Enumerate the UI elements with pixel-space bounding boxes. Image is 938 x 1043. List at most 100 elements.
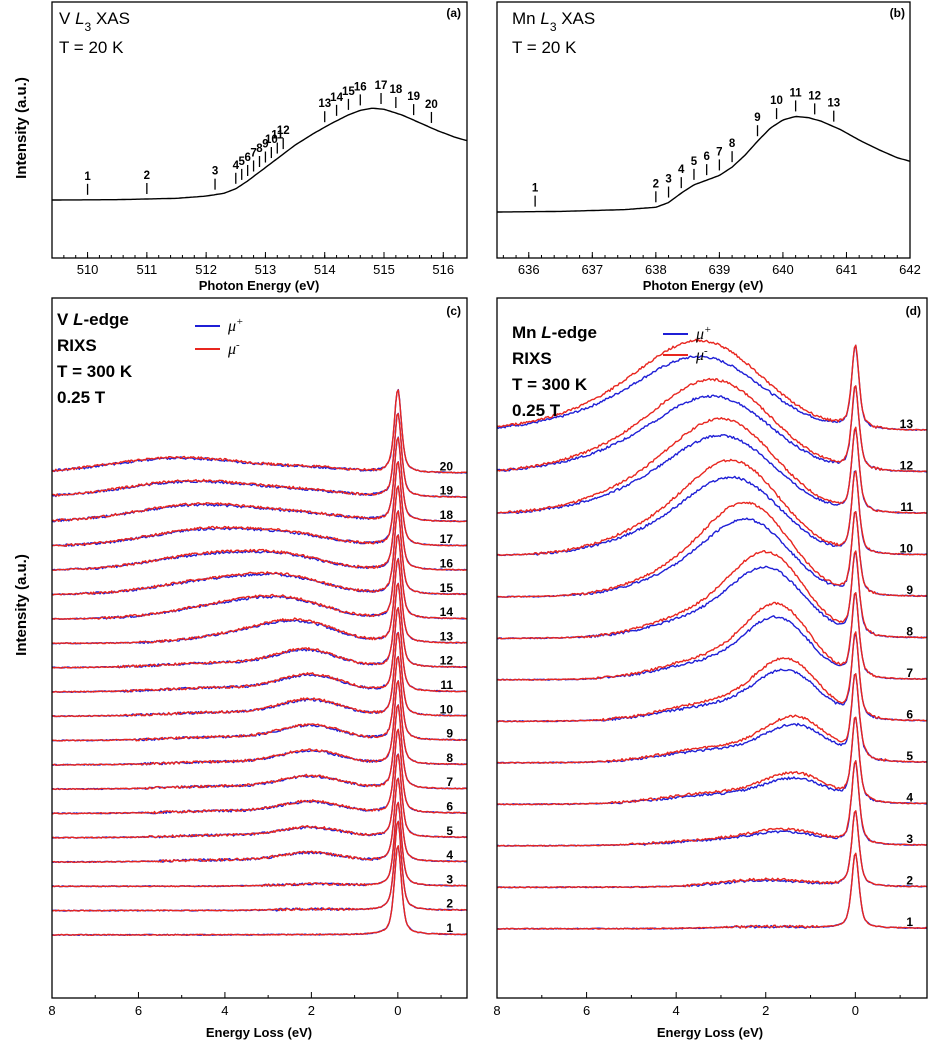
energy-marker-label-16: 16	[354, 81, 367, 93]
spectrum-8-mu-minus	[496, 550, 928, 640]
spectrum-16-mu-minus	[51, 485, 468, 571]
x-tick-label: 513	[255, 262, 277, 277]
spectrum-13-mu-minus	[51, 558, 468, 645]
energy-marker-label-11: 11	[790, 87, 803, 99]
panel-d-title: Mn L-edge	[512, 323, 597, 342]
spectrum-label-5: 5	[906, 749, 913, 763]
panel-d-temperature: T = 300 K	[512, 375, 588, 394]
panel-c-field: 0.25 T	[57, 388, 106, 407]
panel-a-xlabel: Photon Energy (eV)	[199, 278, 320, 293]
spectrum-5-mu-minus	[496, 673, 928, 764]
x-tick-label: 514	[314, 262, 336, 277]
spectrum-20-mu-minus	[51, 389, 468, 474]
x-tick-label: 636	[518, 262, 540, 277]
spectrum-label-5: 5	[446, 824, 453, 838]
spectrum-label-4: 4	[446, 848, 453, 862]
spectrum-label-1: 1	[906, 915, 913, 929]
legend-mu-minus-label: μ-	[695, 345, 708, 364]
panel-d-legend: μ+ μ-	[663, 324, 711, 364]
spectrum-label-11: 11	[900, 500, 913, 514]
spectrum-14-mu-minus	[51, 534, 468, 620]
spectrum-1-mu-minus	[496, 852, 928, 930]
energy-marker-label-1: 1	[84, 171, 91, 183]
spectrum-4-mu-minus	[51, 777, 468, 864]
x-tick-label: 638	[645, 262, 667, 277]
x-tick-label: 640	[772, 262, 794, 277]
x-tick-label: 510	[77, 262, 99, 277]
legend-mu-minus-label: μ-	[227, 339, 240, 358]
spectrum-7-mu-minus	[51, 704, 468, 791]
spectrum-label-9: 9	[906, 583, 913, 597]
energy-marker-label-8: 8	[256, 143, 263, 155]
panel-c-temperature: T = 300 K	[57, 362, 133, 381]
x-tick-label: 6	[583, 1003, 590, 1018]
panel-d-xlabel: Energy Loss (eV)	[657, 1025, 763, 1040]
spectrum-label-11: 11	[440, 678, 453, 692]
spectrum-2-mu-minus	[496, 810, 928, 889]
energy-marker-label-6: 6	[244, 152, 250, 164]
spectrum-label-3: 3	[446, 872, 453, 886]
energy-marker-label-2: 2	[144, 170, 150, 182]
spectrum-label-4: 4	[906, 791, 913, 805]
x-tick-label: 511	[136, 262, 157, 277]
energy-marker-label-18: 18	[389, 84, 402, 96]
energy-marker-label-4: 4	[233, 160, 240, 172]
energy-marker-label-7: 7	[716, 146, 722, 158]
spectrum-label-14: 14	[440, 605, 454, 619]
energy-marker-label-13: 13	[827, 98, 840, 110]
spectrum-label-12: 12	[440, 654, 454, 668]
panel-c-legend: μ+ μ-	[195, 316, 243, 358]
spectrum-label-2: 2	[446, 897, 453, 911]
x-tick-label: 641	[836, 262, 858, 277]
spectrum-label-2: 2	[906, 874, 913, 888]
x-tick-label: 0	[394, 1003, 401, 1018]
x-tick-label: 8	[48, 1003, 55, 1018]
x-tick-label: 637	[581, 262, 603, 277]
x-tick-label: 8	[493, 1003, 500, 1018]
panel-a-tag: (a)	[446, 6, 461, 20]
energy-marker-label-11: 11	[271, 130, 284, 142]
spectrum-label-1: 1	[446, 921, 453, 935]
energy-marker-label-3: 3	[212, 166, 218, 178]
spectrum-label-8: 8	[446, 751, 453, 765]
spectrum-label-20: 20	[440, 459, 454, 473]
spectrum-8-mu-minus	[51, 680, 468, 766]
energy-marker-label-2: 2	[653, 178, 659, 190]
spectrum-label-19: 19	[440, 484, 454, 498]
energy-marker-label-12: 12	[808, 90, 821, 102]
energy-marker-label-19: 19	[407, 91, 420, 103]
spectrum-9-mu-minus	[496, 501, 928, 598]
panel-b-frame	[496, 1, 911, 259]
spectrum-15-mu-minus	[51, 510, 468, 596]
spectrum-4-mu-minus	[496, 716, 928, 806]
spectrum-10-mu-minus	[496, 458, 928, 557]
spectrum-11-mu-plus	[496, 429, 927, 514]
energy-marker-label-5: 5	[691, 156, 698, 168]
panel-c-xlabel: Energy Loss (eV)	[206, 1025, 312, 1040]
energy-marker-label-14: 14	[330, 92, 343, 104]
spectrum-5-mu-minus	[51, 753, 468, 839]
legend-mu-plus-label: μ+	[227, 316, 243, 335]
panel-c-title: V L-edge	[57, 310, 129, 329]
spectrum-13-mu-minus	[496, 338, 928, 431]
energy-marker-label-13: 13	[318, 98, 331, 110]
xas-curve	[497, 115, 911, 213]
panel-d-field: 0.25 T	[512, 401, 561, 420]
panel-c-tag: (c)	[446, 304, 461, 318]
spectrum-7-mu-minus	[496, 592, 928, 681]
panel-a-title: V L3 XAS	[59, 9, 130, 34]
spectrum-label-16: 16	[440, 557, 454, 571]
spectrum-label-10: 10	[900, 542, 914, 556]
energy-marker-label-20: 20	[425, 99, 438, 111]
spectrum-label-17: 17	[440, 532, 454, 546]
spectrum-18-mu-minus	[51, 436, 468, 523]
spectrum-11-mu-minus	[496, 417, 928, 514]
y-axis-label-bottom: Intensity (a.u.)	[13, 554, 30, 656]
panel-c-method: RIXS	[57, 336, 97, 355]
energy-marker-label-15: 15	[342, 86, 355, 98]
panel-c-frame	[51, 297, 468, 999]
y-axis-label-top: Intensity (a.u.)	[13, 77, 30, 179]
energy-marker-label-7: 7	[250, 147, 256, 159]
x-tick-label: 4	[221, 1003, 228, 1018]
